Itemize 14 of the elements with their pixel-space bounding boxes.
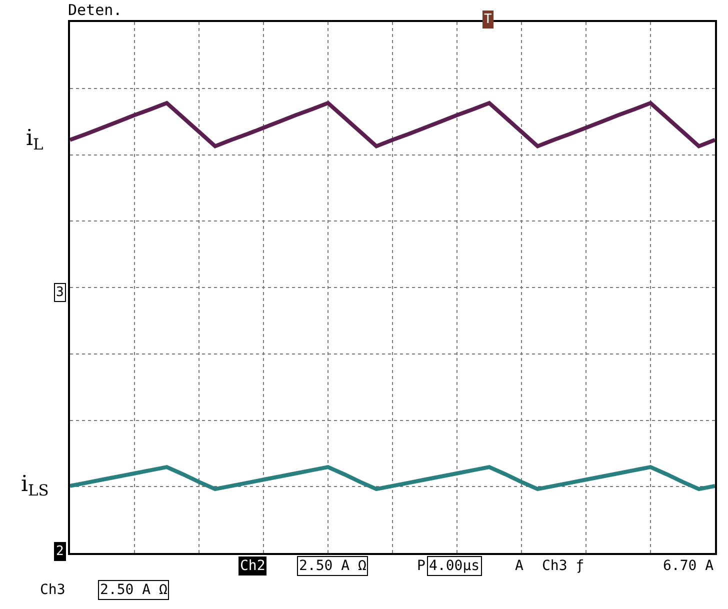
- text: T: [484, 12, 492, 27]
- text: 2.50 A Ω: [299, 558, 366, 574]
- text: 2: [56, 544, 64, 559]
- text: A: [515, 558, 524, 574]
- series-label: i$_{L}$: [26, 126, 44, 154]
- text: 2.50 A Ω: [100, 582, 168, 598]
- text: Ch3 ƒ: [542, 558, 584, 574]
- text: 4.00µs: [429, 558, 480, 574]
- text: Ch2: [240, 558, 266, 574]
- text: 3: [56, 285, 64, 300]
- text: 6.70 A: [663, 558, 714, 574]
- text: Deten.: [68, 1, 122, 19]
- text: Ch3: [40, 582, 66, 598]
- text: P: [417, 558, 426, 574]
